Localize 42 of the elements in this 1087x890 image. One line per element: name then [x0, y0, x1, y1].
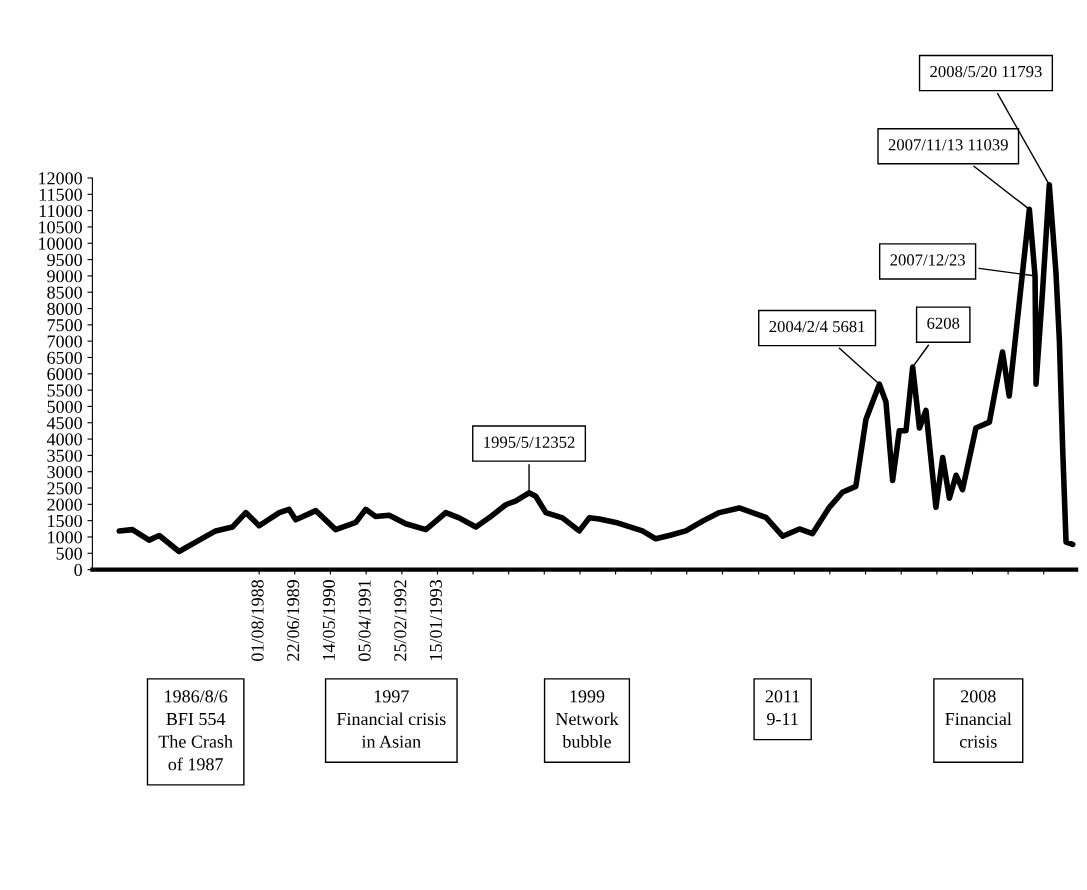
text: 1997 Financial crisis in Asian: [336, 690, 446, 748]
y-tick-label: 3000: [47, 465, 82, 479]
y-tick-label: 9000: [47, 270, 82, 283]
y-tick-label: 8000: [47, 302, 82, 315]
x-tick-label: 01/08/1988: [251, 580, 264, 661]
y-tick-label: 12000: [39, 172, 82, 185]
y-tick-label: 7000: [47, 335, 82, 348]
annotation: 2007/11/13 11039: [888, 139, 1008, 151]
y-tick-label: 500: [56, 547, 82, 560]
x-tick-label: 05/04/1991: [358, 580, 371, 661]
annotation: 1995/5/12352: [484, 436, 575, 448]
text: 1999 Network bubble: [555, 690, 619, 748]
x-tick-label: 14/05/1990: [322, 580, 335, 660]
y-tick-label: 4500: [46, 417, 82, 430]
x-tick-label: 25/02/1992: [394, 580, 407, 661]
y-tick-label: 8500: [47, 286, 82, 299]
y-tick-label: 3500: [47, 449, 82, 462]
y-tick-label: 2000: [47, 498, 82, 511]
y-tick-label: 11500: [39, 188, 82, 201]
y-tick-label: 1500: [48, 514, 82, 528]
y-tick-label: 2500: [47, 482, 82, 495]
y-tick-label: 5000: [47, 400, 82, 413]
annotation: 2008/5/20 11793: [930, 65, 1042, 78]
y-tick-label: 9500: [47, 253, 82, 267]
y-tick-label: 11000: [39, 204, 82, 218]
annotation: 6208: [927, 317, 960, 329]
text: 2011 9-11: [765, 690, 800, 726]
x-tick-label: 15/01/1993: [429, 580, 442, 660]
y-tick-label: 10500: [39, 221, 82, 234]
y-tick-label: 7500: [47, 319, 82, 332]
y-tick-label: 6000: [47, 368, 82, 381]
y-tick-label: 1000: [48, 531, 82, 544]
y-tick-label: 6500: [47, 351, 82, 364]
y-tick-label: 10000: [39, 237, 82, 250]
x-tick-label: 22/06/1989: [287, 580, 300, 661]
y-tick-label: 5500: [47, 384, 82, 397]
y-tick-label: 4000: [46, 433, 82, 446]
text: 1986/8/6 BFI 554 The Crash of 1987: [158, 690, 233, 771]
annotation: 2007/12/23: [890, 254, 965, 266]
y-tick-label: 0: [74, 563, 82, 577]
annotation: 2004/2/4 5681: [769, 320, 865, 333]
text: 2008 Financial crisis: [945, 690, 1012, 748]
